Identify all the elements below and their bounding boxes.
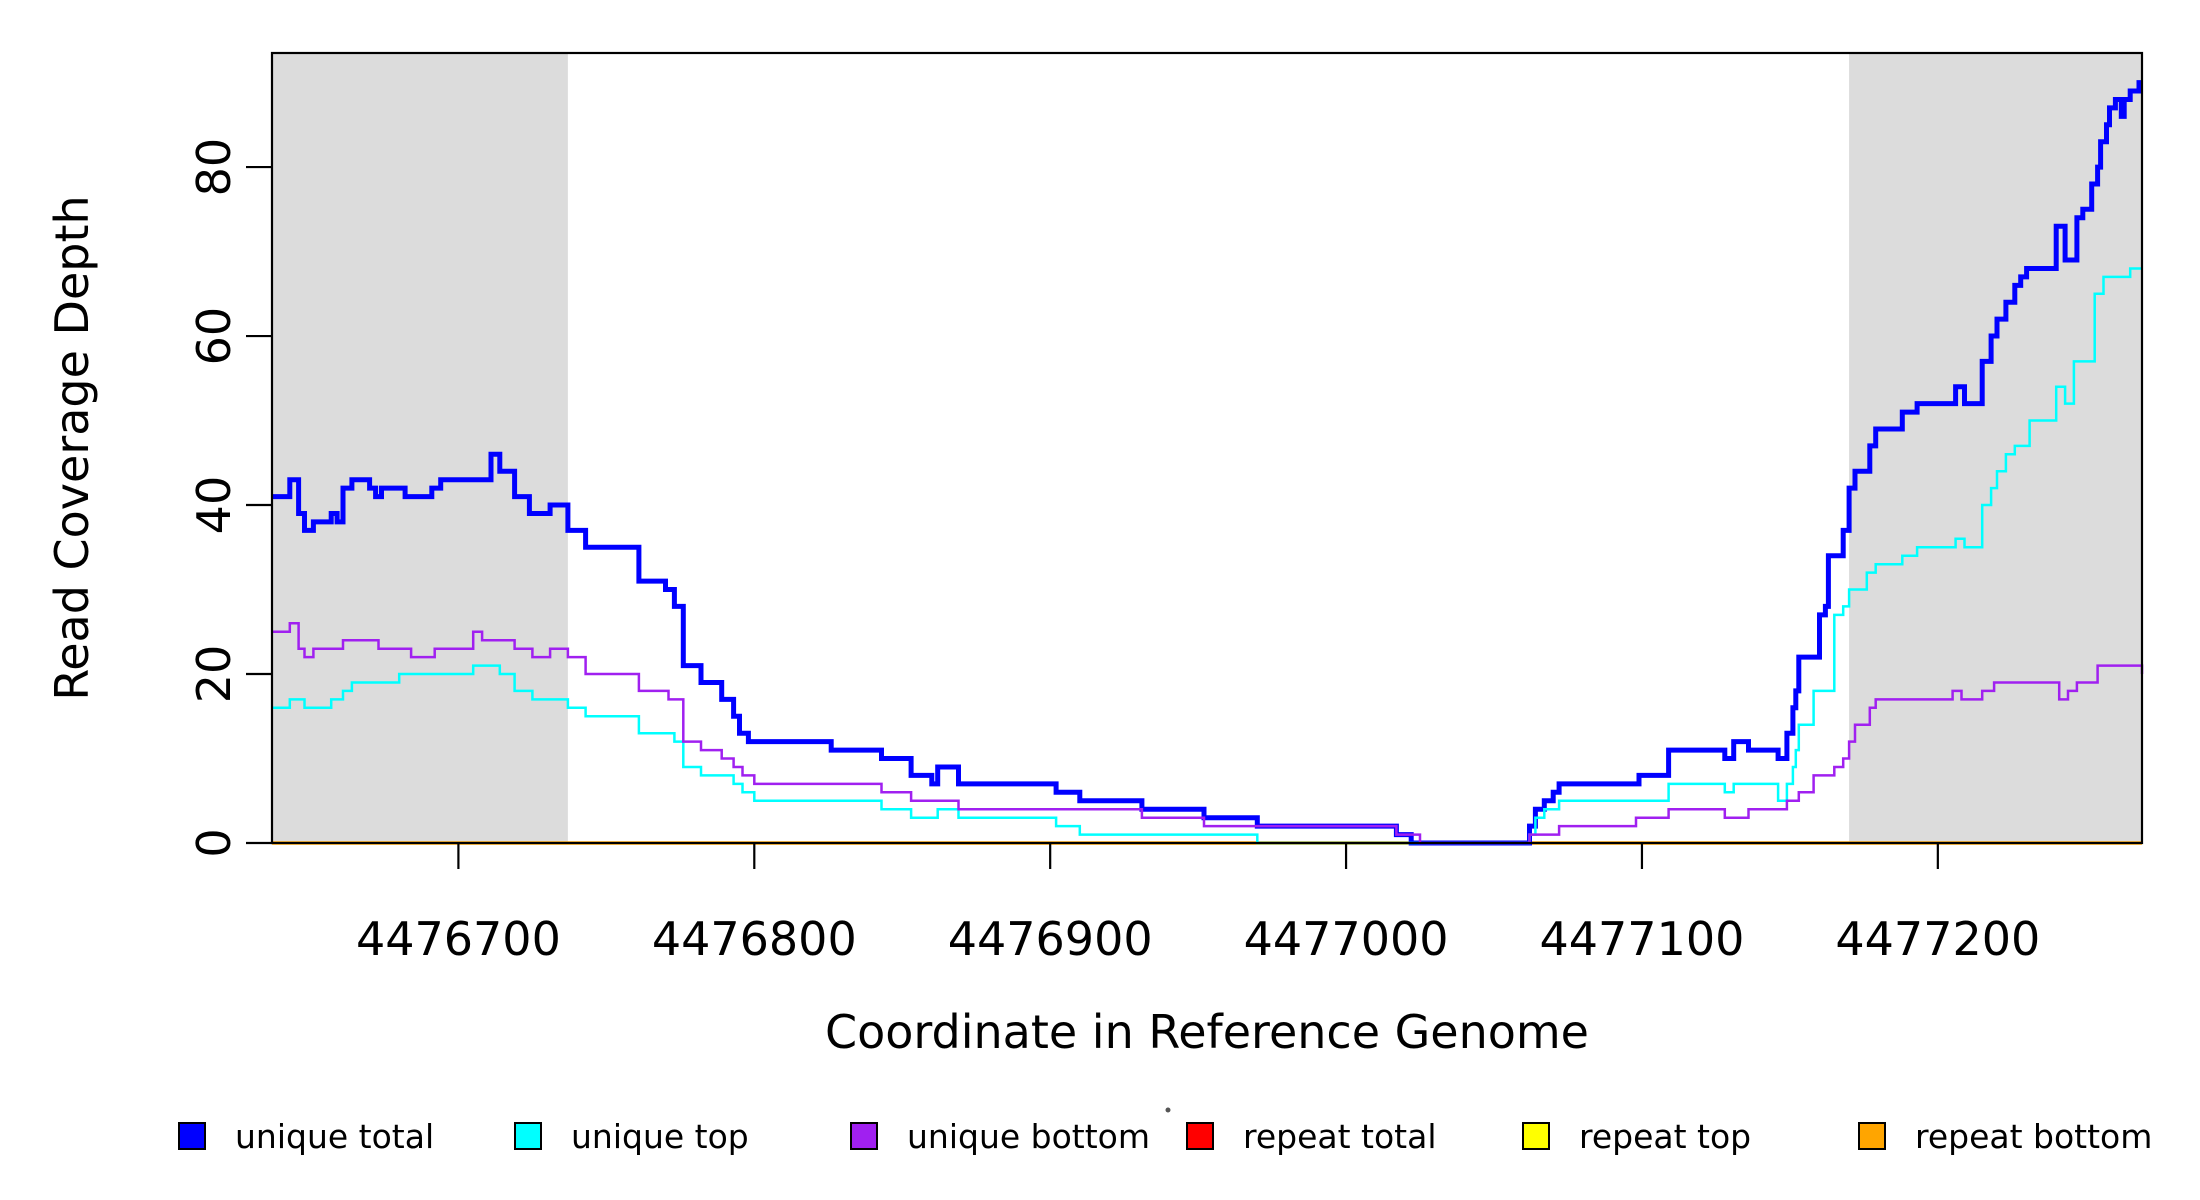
y-tick-label: 20 [187, 645, 241, 704]
legend-item-repeat-top: repeat top [1522, 1117, 1751, 1156]
x-tick-label: 4477000 [1244, 912, 1449, 966]
legend-swatch-repeat-top [1522, 1122, 1550, 1150]
legend-swatch-repeat-total [1186, 1122, 1214, 1150]
legend-item-repeat-total: repeat total [1186, 1117, 1437, 1156]
stray-dot [1165, 1107, 1171, 1113]
legend-swatch-unique-top [514, 1122, 542, 1150]
series-line-unique-top [272, 267, 2142, 845]
legend-swatch-unique-bottom [850, 1122, 878, 1150]
legend-item-unique-total: unique total [178, 1117, 434, 1156]
x-axis-ticks: 4476700 4476800 4476900 4477000 4477100 44772… [356, 843, 2040, 966]
x-axis-title: Coordinate in Reference Genome [825, 1005, 1589, 1059]
x-tick-label: 4476700 [356, 912, 561, 966]
legend-label: unique top [571, 1117, 749, 1156]
x-tick-label: 4476800 [652, 912, 857, 966]
plot-box-border [270, 51, 2144, 845]
legend-item-repeat-bottom: repeat bottom [1858, 1117, 2152, 1156]
y-tick-label: 80 [187, 138, 241, 197]
y-axis-title: Read Coverage Depth [45, 195, 99, 700]
legend-label: repeat total [1243, 1117, 1437, 1156]
x-tick-label: 4476900 [948, 912, 1153, 966]
legend-item-unique-top: unique top [514, 1117, 749, 1156]
x-tick-label: 4477100 [1540, 912, 1745, 966]
series-line-unique-bottom [272, 622, 2144, 845]
legend-label: unique bottom [907, 1117, 1150, 1156]
legend-label: repeat bottom [1915, 1117, 2152, 1156]
x-tick-label: 4477200 [1835, 912, 2040, 966]
y-tick-label: 60 [187, 307, 241, 366]
legend-swatch-unique-total [178, 1122, 206, 1150]
y-axis-ticks: 0 20 40 60 80 [187, 138, 272, 858]
y-tick-label: 0 [187, 828, 241, 857]
legend-label: unique total [235, 1117, 434, 1156]
shaded-band-0 [272, 53, 568, 843]
series-line-unique-total [272, 80, 2142, 846]
legend: unique total unique top unique bottom repea… [178, 1117, 2152, 1156]
legend-swatch-repeat-bottom [1858, 1122, 1886, 1150]
y-tick-label: 40 [187, 476, 241, 535]
legend-label: repeat top [1579, 1117, 1751, 1156]
legend-item-unique-bottom: unique bottom [850, 1117, 1150, 1156]
